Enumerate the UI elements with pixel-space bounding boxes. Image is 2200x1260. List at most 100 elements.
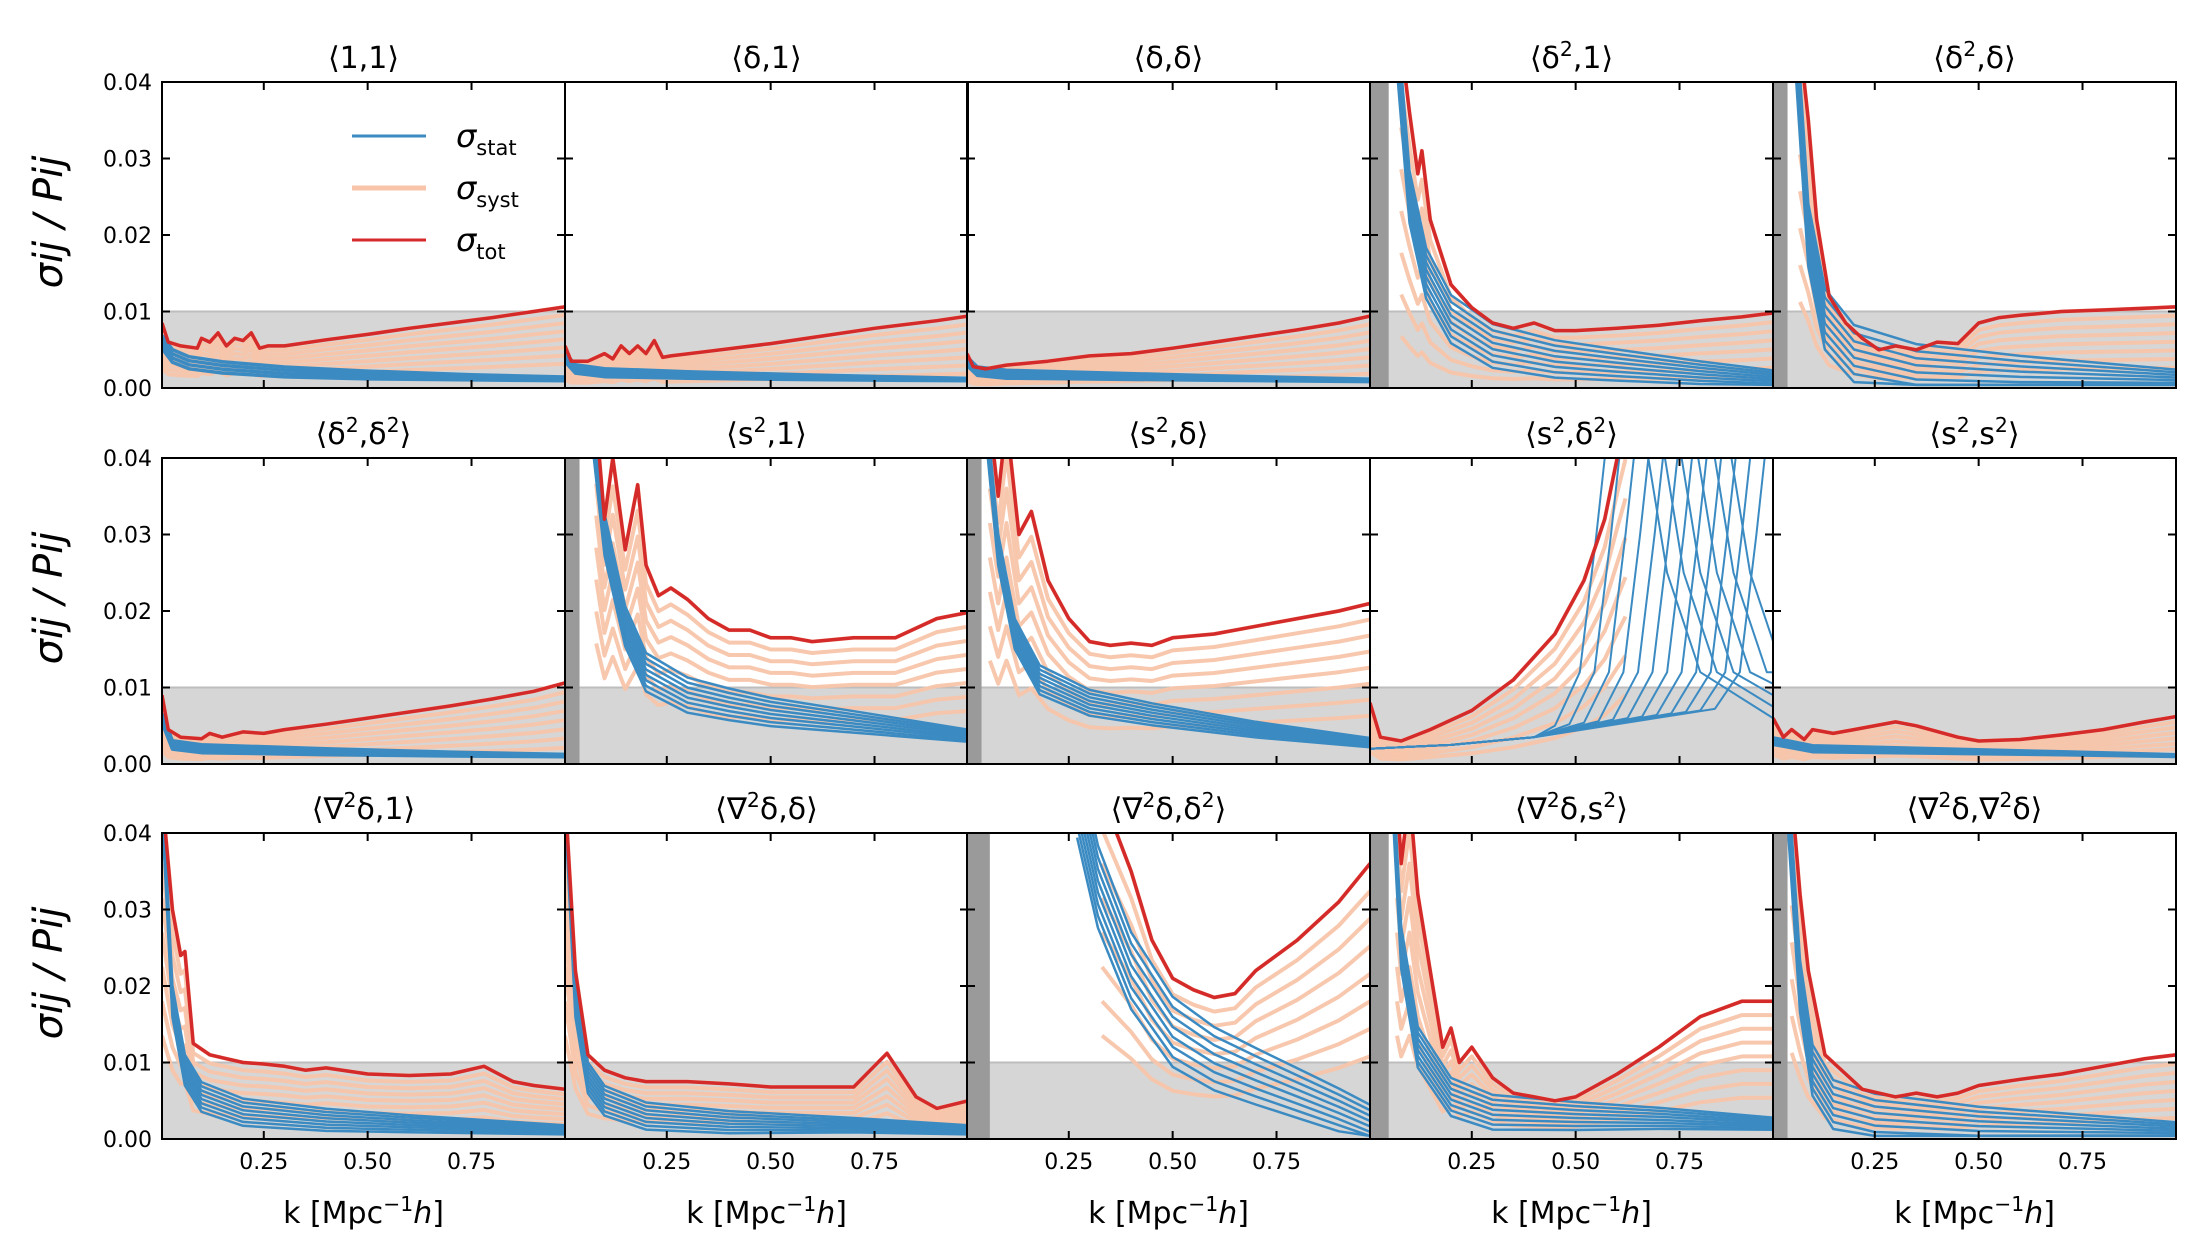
- stat-line: [1773, 736, 2176, 757]
- stat-line: [1697, 458, 1773, 685]
- tot-line: [1773, 714, 2176, 743]
- panel-1: 0.00 0.01 0.02 0.03 0.04 ⟨1,1⟩: [103, 41, 566, 402]
- stat-line: [1397, 82, 1773, 385]
- x-tick-label: 0.50: [1148, 1150, 1197, 1175]
- y-tick-label: 0.00: [103, 377, 152, 402]
- stat-line: [1091, 833, 1370, 1112]
- stat-line: [596, 458, 968, 733]
- panel-title: ⟨s2,1⟩: [726, 413, 807, 452]
- stat-line: [1396, 82, 1773, 387]
- x-tick-label: 0.50: [1551, 1150, 1600, 1175]
- stat-line: [1680, 458, 1773, 696]
- syst-line: [1798, 154, 2176, 364]
- plot-area: [1773, 686, 2176, 764]
- panel-title: ⟨δ,δ⟩: [1134, 41, 1204, 76]
- y-label-row-1: σij / Pij: [26, 155, 72, 289]
- stat-line: [1799, 82, 2176, 371]
- plot-area: [1773, 82, 2176, 388]
- tot-line: [163, 833, 565, 1092]
- syst-line: [1370, 615, 1628, 757]
- y-tick-label: 0.01: [103, 301, 152, 326]
- plot-area: [1370, 458, 1773, 764]
- stat-line: [1080, 833, 1370, 1133]
- syst-line: [1802, 82, 2176, 352]
- stat-line: [1796, 82, 2176, 385]
- syst-line: [1792, 833, 2176, 1099]
- syst-line: [162, 932, 565, 1112]
- syst-line: [163, 833, 565, 1092]
- syst-line: [594, 483, 968, 667]
- x-tick-label: 0.25: [239, 1150, 288, 1175]
- stat-line: [597, 458, 968, 731]
- panel-title: ⟨δ2,1⟩: [1530, 37, 1613, 76]
- x-tick-label: 0.50: [746, 1150, 795, 1175]
- syst-line: [162, 833, 565, 1097]
- panel-9: ⟨s2,δ2⟩: [1369, 413, 1774, 765]
- stat-line: [989, 458, 1370, 740]
- panel-8: ⟨s2,δ⟩: [966, 413, 1371, 765]
- syst-line: [594, 458, 968, 655]
- tot-line: [1370, 458, 1619, 743]
- tot-line: [1793, 833, 2176, 1099]
- panel-2: ⟨δ,1⟩: [564, 41, 969, 389]
- stat-line: [1399, 82, 1773, 379]
- labels-layer: σij / Pij σij / Pij σij / Pij: [26, 155, 72, 1040]
- syst-line: [987, 486, 1370, 672]
- stat-line: [1085, 833, 1370, 1123]
- plot-area: [162, 833, 565, 1139]
- syst-line: [1370, 654, 1628, 759]
- plot-area: [1370, 833, 1773, 1139]
- plot-area: [1370, 82, 1773, 388]
- x-tick-label: 0.25: [1447, 1150, 1496, 1175]
- stat-line: [593, 458, 968, 740]
- panel-title: ⟨∇2δ,1⟩: [312, 788, 415, 827]
- y-tick-label: 0.03: [103, 899, 152, 924]
- panel-14: 0.25 0.50 0.75 ⟨∇2δ,s2⟩ k [Mpc−1h]: [1369, 788, 1774, 1231]
- syst-line: [1773, 720, 2176, 746]
- x-tick-label: 0.25: [1850, 1150, 1899, 1175]
- x-tick-label: 0.75: [447, 1150, 496, 1175]
- panel-4: ⟨δ2,1⟩: [1369, 37, 1774, 389]
- panel-title: ⟨s2,δ⟩: [1129, 413, 1209, 452]
- y-tick-label: 0.02: [103, 224, 152, 249]
- stat-line: [595, 458, 968, 735]
- x-tick-label: 0.75: [2058, 1150, 2107, 1175]
- stat-line: [1713, 458, 1773, 674]
- stat-line: [1093, 833, 1370, 1106]
- y-tick-label: 0.04: [103, 822, 152, 847]
- x-axis-label: k [Mpc−1h]: [1894, 1192, 2055, 1231]
- panel-3: ⟨δ,δ⟩: [966, 41, 1371, 389]
- tot-line: [162, 305, 565, 350]
- syst-line: [1395, 930, 1773, 1118]
- stat-line: [1399, 82, 1773, 377]
- y-tick-label: 0.04: [103, 71, 152, 96]
- x-tick-label: 0.50: [343, 1150, 392, 1175]
- panel-13: 0.25 0.50 0.75 ⟨∇2δ,δ2⟩ k [Mpc−1h]: [966, 788, 1371, 1231]
- syst-line: [565, 322, 968, 367]
- stat-line: [162, 343, 565, 382]
- panel-title: ⟨δ,1⟩: [731, 41, 801, 76]
- panel-title: ⟨1,1⟩: [328, 41, 399, 76]
- panel-title: ⟨s2,δ2⟩: [1525, 413, 1618, 452]
- plot-area: [565, 310, 968, 388]
- syst-line: [1395, 964, 1773, 1122]
- shaded-band: [967, 1062, 1370, 1139]
- stat-line: [1795, 82, 2176, 387]
- tot-line: [565, 833, 968, 1111]
- stat-line: [1798, 82, 2176, 377]
- tot-line: [1397, 833, 1773, 1103]
- tot-line: [565, 314, 968, 363]
- syst-line: [988, 458, 1370, 660]
- stat-line: [592, 458, 968, 744]
- syst-line: [162, 897, 565, 1107]
- stat-line: [1790, 833, 2176, 1124]
- x-tick-label: 0.75: [1655, 1150, 1704, 1175]
- stat-line: [1370, 458, 1766, 750]
- syst-line: [1370, 693, 1627, 762]
- stat-line: [1797, 82, 2176, 379]
- syst-line: [565, 330, 968, 370]
- panel-title: ⟨∇2δ,δ2⟩: [1111, 788, 1227, 827]
- stat-line: [593, 458, 968, 742]
- plot-area: [967, 310, 1370, 388]
- legend-label-tot: σtot: [456, 221, 506, 264]
